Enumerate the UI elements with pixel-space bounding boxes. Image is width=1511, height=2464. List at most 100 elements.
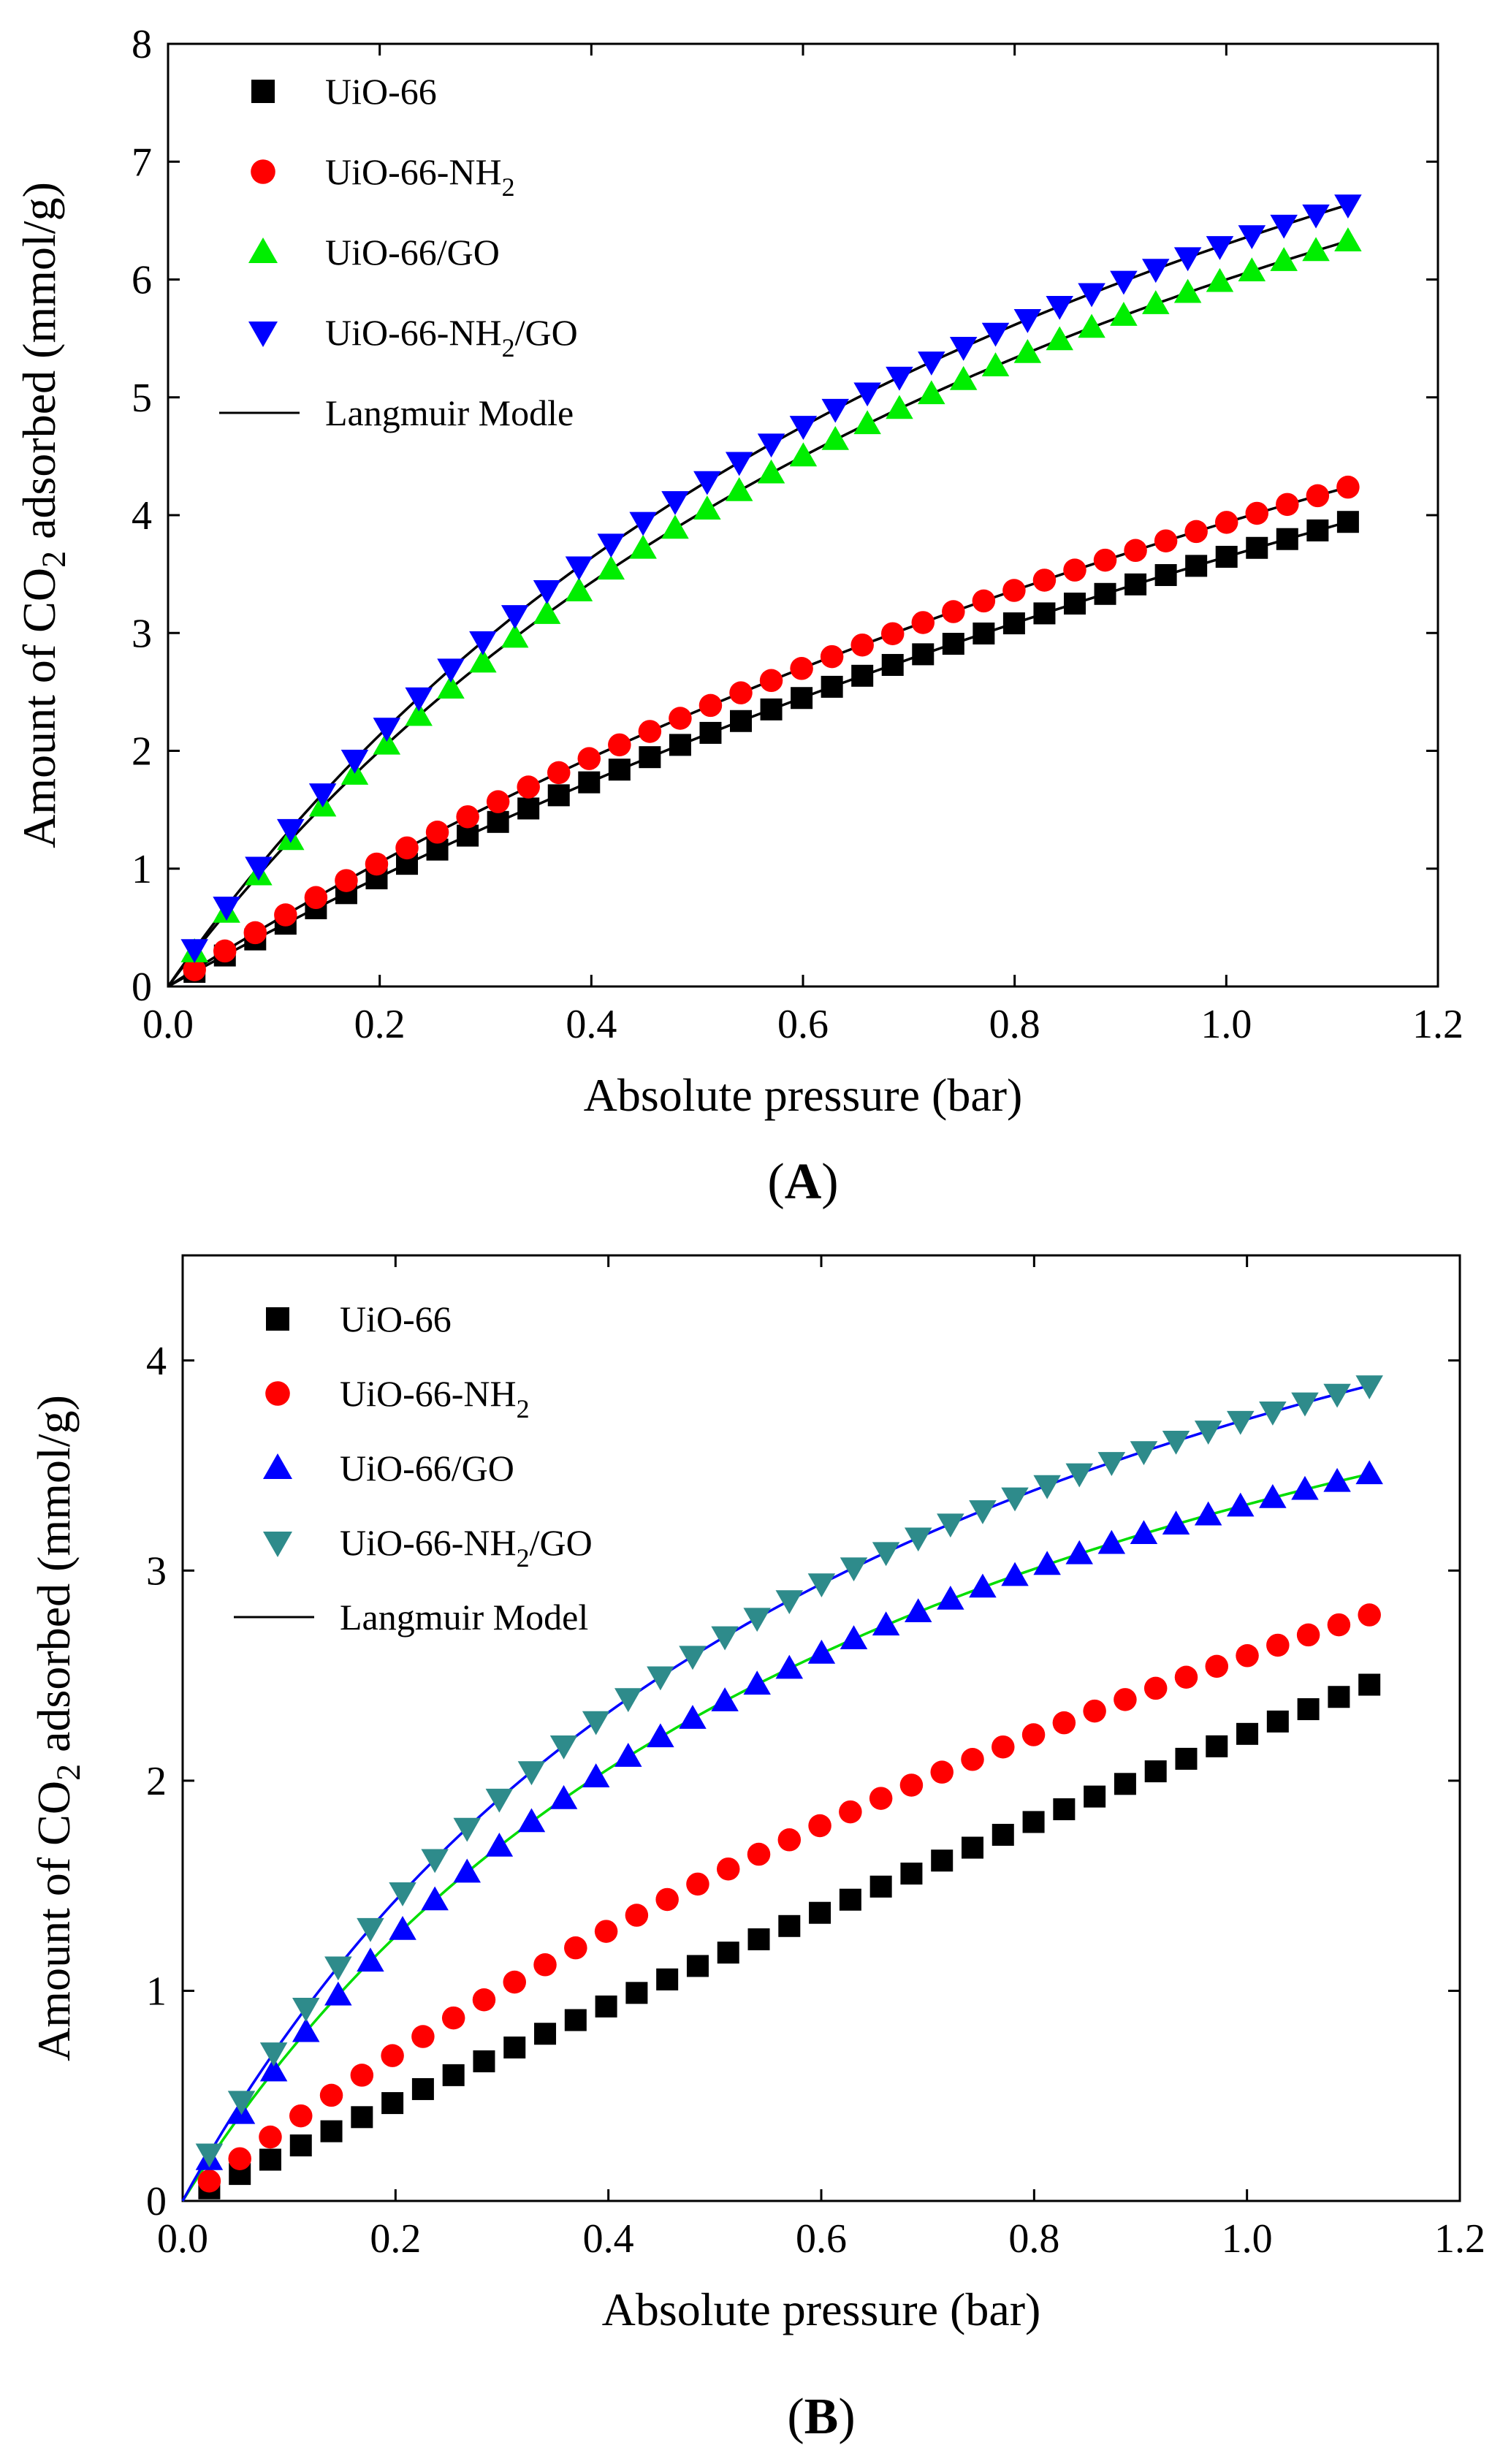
data-point	[1334, 227, 1362, 251]
data-point	[1173, 278, 1202, 303]
data-point	[686, 1872, 709, 1896]
caption-letter: B	[804, 2389, 839, 2445]
data-point	[757, 433, 785, 458]
data-point	[421, 1849, 449, 1874]
data-point	[1162, 1430, 1190, 1455]
data-point	[900, 1862, 923, 1885]
data-point	[373, 718, 401, 742]
x-tick-label: 1.2	[1412, 1002, 1464, 1047]
data-point	[949, 337, 978, 361]
label-text: adsorbed (mmol/g)	[28, 1395, 80, 1764]
data-point	[872, 1611, 900, 1636]
y-tick-label: 6	[132, 258, 152, 303]
data-point	[850, 633, 874, 657]
data-point	[962, 1836, 983, 1859]
label-text: UiO-66	[325, 71, 437, 112]
data-point	[503, 2037, 526, 2059]
label-text: UiO-66/GO	[325, 232, 500, 273]
panel-caption: (B)	[787, 2389, 855, 2445]
y-tick-label: 1	[132, 847, 152, 892]
data-point	[577, 747, 601, 770]
data-point	[320, 2120, 343, 2142]
data-point	[259, 2148, 281, 2171]
caption-paren: (	[787, 2389, 804, 2445]
data-point	[853, 410, 881, 435]
data-point	[1205, 1654, 1229, 1678]
data-point	[517, 797, 540, 820]
data-point	[564, 2009, 587, 2031]
data-point	[655, 1887, 679, 1912]
legend-entry-label: UiO-66	[340, 1298, 452, 1339]
subscript-text: 2	[35, 551, 72, 568]
data-point	[1306, 484, 1330, 508]
data-point	[1336, 511, 1359, 533]
data-point	[421, 1886, 449, 1911]
data-point	[1114, 1773, 1136, 1795]
data-point	[549, 1735, 578, 1760]
data-point	[1114, 1688, 1137, 1711]
data-point	[886, 395, 913, 419]
data-point	[597, 533, 625, 558]
data-point	[1270, 214, 1298, 239]
data-point	[582, 1763, 610, 1787]
data-point	[442, 2064, 465, 2086]
data-point	[1206, 236, 1234, 260]
data-point	[259, 2057, 288, 2082]
data-point	[180, 939, 208, 964]
data-point	[485, 1832, 514, 1857]
data-point	[1162, 1510, 1190, 1535]
x-tick-label: 0.4	[583, 2216, 634, 2262]
y-tick-label: 3	[132, 611, 152, 656]
data-point	[949, 365, 978, 390]
data-point	[1078, 283, 1105, 308]
data-point	[597, 555, 625, 580]
series-UiO-66	[198, 1673, 1381, 2199]
data-point	[961, 1748, 984, 1771]
data-point	[789, 442, 818, 467]
data-point	[1013, 309, 1042, 333]
y-tick-label: 0	[146, 2179, 167, 2224]
chart-panel-B: 0.0 0.2 0.4 0.6 0.8 1.0 1.2 0 1 2 3 4 Absolute press…	[28, 1254, 1485, 2445]
data-point	[1032, 569, 1057, 592]
langmuir-fit-curve-1	[167, 520, 1349, 988]
data-point	[789, 416, 818, 440]
data-point	[1246, 536, 1268, 559]
x-tick-label: 0.0	[142, 1002, 194, 1047]
data-point	[274, 903, 297, 927]
data-point	[395, 836, 419, 860]
data-point	[881, 653, 904, 676]
data-point	[486, 790, 510, 813]
x-tick-label: 0.8	[1008, 2216, 1059, 2262]
data-point	[992, 1823, 1014, 1846]
data-point	[469, 648, 497, 673]
y-tick-label: 2	[146, 1759, 167, 1804]
data-point	[487, 810, 509, 833]
data-point	[1174, 1665, 1198, 1689]
data-point	[457, 824, 479, 847]
legend-entry-label: UiO-66/GO	[340, 1448, 514, 1488]
data-point	[308, 783, 337, 807]
data-point	[839, 1800, 862, 1824]
data-point	[981, 322, 1010, 347]
data-point	[594, 1920, 618, 1943]
data-point	[851, 664, 874, 687]
data-point	[778, 1914, 801, 1937]
data-point	[1270, 247, 1298, 271]
data-point	[730, 710, 753, 732]
data-point	[1194, 1421, 1222, 1445]
data-point	[942, 600, 965, 623]
data-point	[775, 1590, 804, 1615]
data-point	[638, 720, 662, 743]
data-point	[1046, 326, 1073, 351]
label-text: /GO	[530, 1522, 593, 1563]
chart-panel-A: 0.0 0.2 0.4 0.6 0.8 1.0 1.2 0 1 2 3 4 5 6 7 8 Absolute p…	[13, 22, 1464, 1210]
data-point	[549, 1784, 578, 1809]
data-point	[807, 1639, 836, 1664]
data-point	[1238, 257, 1266, 282]
x-tick-label: 0.0	[157, 2216, 208, 2262]
data-point	[1053, 1798, 1076, 1820]
data-point	[716, 1857, 740, 1881]
data-point	[992, 1735, 1015, 1759]
data-point	[292, 2018, 320, 2042]
